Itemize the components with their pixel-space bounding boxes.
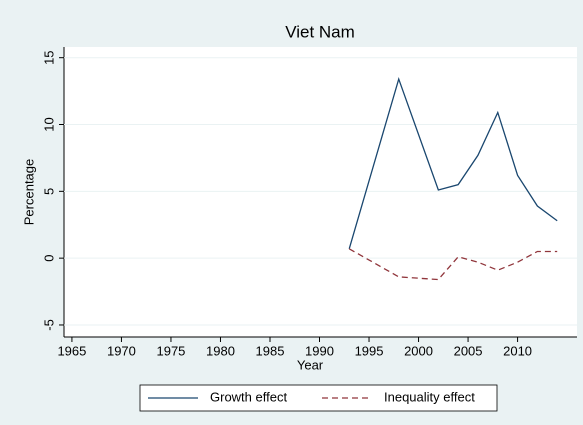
legend [139, 384, 498, 412]
x-tick-label: 2010 [503, 343, 532, 358]
x-tick-label: 1970 [107, 343, 136, 358]
series-line [348, 248, 558, 281]
series-line [348, 76, 558, 249]
x-tick-label: 1965 [57, 343, 86, 358]
legend-label: Inequality effect [384, 389, 475, 404]
x-tick-label: 2005 [454, 343, 483, 358]
x-tick-label: 1975 [156, 343, 185, 358]
x-axis-label: Year [297, 357, 324, 372]
y-tick-label: 15 [41, 50, 56, 64]
x-tick-label: 1995 [355, 343, 384, 358]
legend-label: Growth effect [210, 389, 287, 404]
x-tick-label: 2000 [404, 343, 433, 358]
y-tick-label: 5 [41, 188, 56, 195]
x-tick-label: 1985 [256, 343, 285, 358]
y-tick-label: 10 [41, 117, 56, 131]
chart-title: Viet Nam [285, 22, 355, 41]
y-axis-label: Percentage [21, 159, 36, 226]
x-tick-label: 1990 [305, 343, 334, 358]
y-tick-label: 0 [41, 255, 56, 262]
plot-area [64, 47, 577, 337]
x-tick-label: 1980 [206, 343, 235, 358]
y-tick-label: -5 [41, 319, 56, 331]
